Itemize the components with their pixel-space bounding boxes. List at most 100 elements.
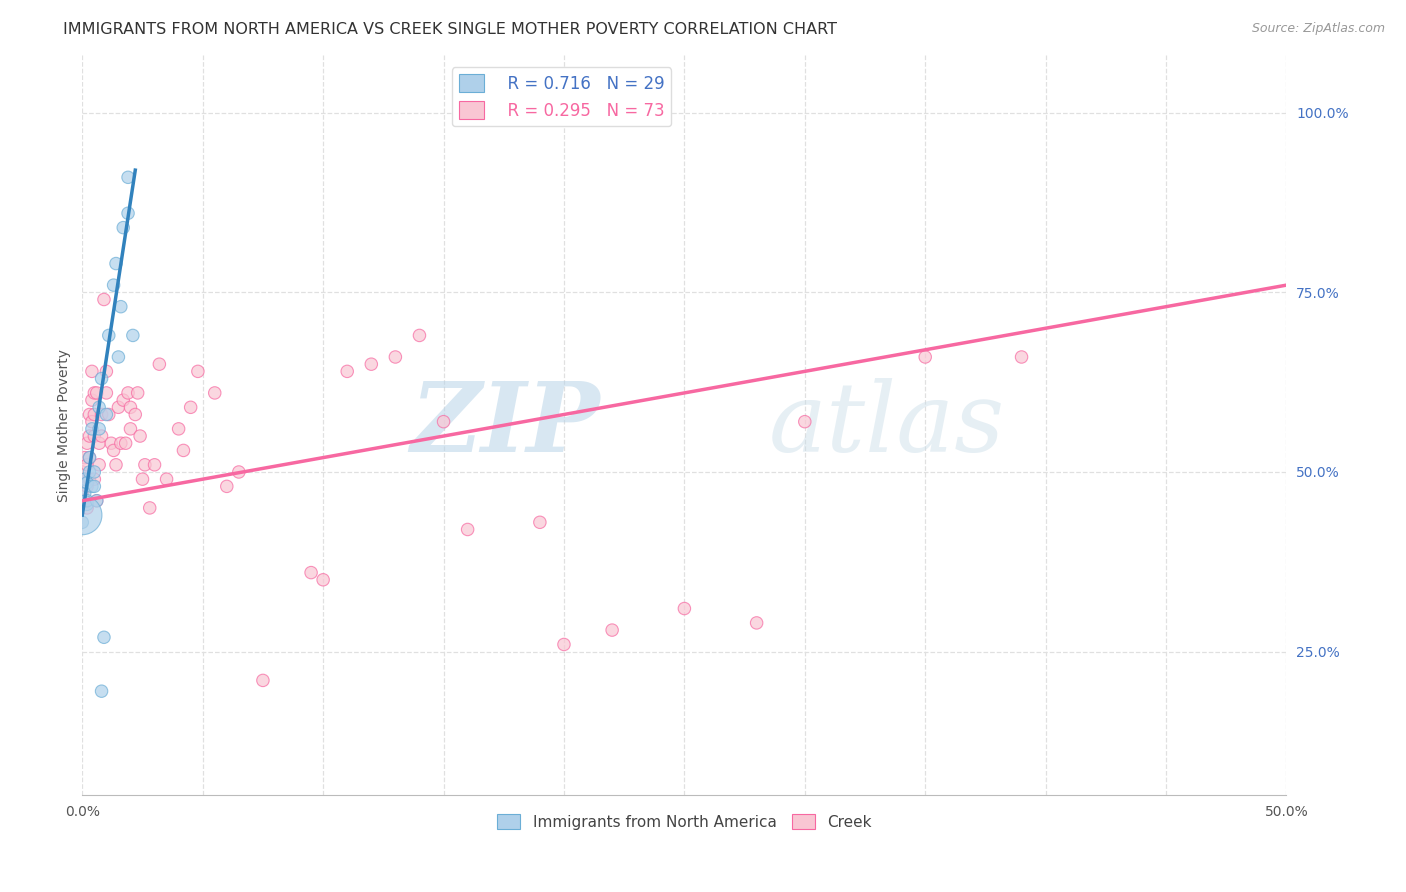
Point xyxy=(143,458,166,472)
Point xyxy=(89,458,111,472)
Point xyxy=(90,684,112,698)
Point xyxy=(553,637,575,651)
Point xyxy=(83,465,105,479)
Point xyxy=(89,436,111,450)
Point xyxy=(72,516,94,530)
Point xyxy=(172,443,194,458)
Text: ZIP: ZIP xyxy=(411,378,600,472)
Point xyxy=(204,385,226,400)
Point xyxy=(408,328,430,343)
Point xyxy=(83,472,105,486)
Text: IMMIGRANTS FROM NORTH AMERICA VS CREEK SINGLE MOTHER POVERTY CORRELATION CHART: IMMIGRANTS FROM NORTH AMERICA VS CREEK S… xyxy=(63,22,837,37)
Point xyxy=(86,385,108,400)
Point xyxy=(72,486,94,500)
Point xyxy=(79,472,101,486)
Point xyxy=(312,573,335,587)
Point xyxy=(73,450,96,465)
Point xyxy=(79,408,101,422)
Point xyxy=(252,673,274,688)
Point xyxy=(117,170,139,185)
Point xyxy=(134,458,156,472)
Point xyxy=(80,415,103,429)
Point xyxy=(89,401,111,415)
Point xyxy=(73,493,96,508)
Point xyxy=(73,472,96,486)
Text: atlas: atlas xyxy=(769,378,1005,472)
Point xyxy=(89,422,111,436)
Point xyxy=(96,364,118,378)
Point xyxy=(793,415,815,429)
Point xyxy=(105,256,128,270)
Point xyxy=(76,458,98,472)
Point xyxy=(90,429,112,443)
Point xyxy=(103,443,125,458)
Point xyxy=(110,300,132,314)
Point xyxy=(73,486,96,500)
Point xyxy=(83,429,105,443)
Point xyxy=(96,385,118,400)
Point xyxy=(1011,350,1033,364)
Point xyxy=(83,479,105,493)
Point xyxy=(131,472,153,486)
Point xyxy=(76,493,98,508)
Point xyxy=(93,630,115,644)
Point xyxy=(600,623,623,637)
Point xyxy=(336,364,359,378)
Point xyxy=(83,408,105,422)
Point xyxy=(228,465,250,479)
Point xyxy=(120,401,142,415)
Point xyxy=(187,364,209,378)
Point xyxy=(80,479,103,493)
Point xyxy=(76,475,98,490)
Point xyxy=(93,293,115,307)
Point xyxy=(80,364,103,378)
Point xyxy=(107,401,129,415)
Point xyxy=(215,479,238,493)
Point xyxy=(138,500,160,515)
Point xyxy=(529,516,551,530)
Point xyxy=(79,450,101,465)
Point xyxy=(121,328,143,343)
Point xyxy=(79,450,101,465)
Point xyxy=(79,465,101,479)
Legend: Immigrants from North America, Creek: Immigrants from North America, Creek xyxy=(491,807,877,836)
Point xyxy=(76,436,98,450)
Point xyxy=(914,350,936,364)
Point xyxy=(76,497,98,511)
Point xyxy=(79,429,101,443)
Point xyxy=(155,472,177,486)
Point xyxy=(120,422,142,436)
Point xyxy=(129,429,152,443)
Point xyxy=(299,566,322,580)
Point xyxy=(73,472,96,486)
Point xyxy=(83,385,105,400)
Point xyxy=(97,408,120,422)
Point xyxy=(432,415,454,429)
Point xyxy=(90,371,112,385)
Point xyxy=(76,479,98,493)
Point xyxy=(86,493,108,508)
Point xyxy=(72,465,94,479)
Point xyxy=(148,357,170,371)
Point xyxy=(180,401,202,415)
Y-axis label: Single Mother Poverty: Single Mother Poverty xyxy=(58,349,72,502)
Point xyxy=(745,615,768,630)
Point xyxy=(96,408,118,422)
Point xyxy=(167,422,190,436)
Point xyxy=(360,357,382,371)
Point xyxy=(110,436,132,450)
Point xyxy=(107,350,129,364)
Text: Source: ZipAtlas.com: Source: ZipAtlas.com xyxy=(1251,22,1385,36)
Point xyxy=(112,220,135,235)
Point xyxy=(97,328,120,343)
Point xyxy=(124,408,146,422)
Point xyxy=(103,278,125,293)
Point xyxy=(114,436,136,450)
Point xyxy=(105,458,128,472)
Point xyxy=(457,523,479,537)
Point xyxy=(76,500,98,515)
Point xyxy=(112,393,135,408)
Point xyxy=(90,408,112,422)
Point xyxy=(80,393,103,408)
Point xyxy=(117,206,139,220)
